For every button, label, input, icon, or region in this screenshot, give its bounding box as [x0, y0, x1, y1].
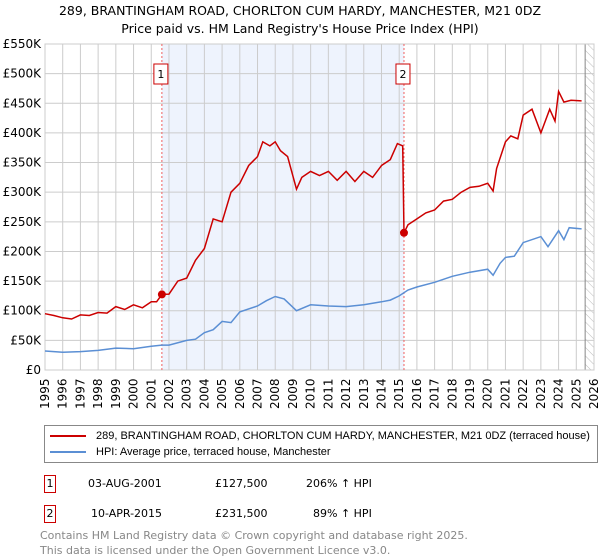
y-tick-label: £300K	[3, 185, 43, 199]
x-tick-label: 2025	[569, 378, 583, 409]
shaded-period	[161, 44, 404, 370]
x-tick-label: 2016	[410, 378, 424, 409]
y-tick-label: £450K	[3, 96, 43, 110]
hpi-line	[44, 226, 582, 353]
y-tick-label: £150K	[3, 274, 43, 288]
x-tick-label: 2009	[286, 378, 300, 409]
x-tick-label: 1997	[73, 378, 87, 409]
y-tick-label: £100K	[3, 304, 43, 318]
x-tick-label: 2006	[233, 378, 247, 409]
y-tick-label: £350K	[3, 156, 43, 170]
plot-border	[44, 43, 595, 371]
annotation-label: 2	[399, 68, 406, 81]
annotation-box	[153, 63, 169, 85]
x-tick-label: 2012	[339, 378, 353, 409]
legend-hpi: HPI: Average price, terraced house, Manc…	[96, 446, 331, 458]
price-chart: 1995 1996 1997 1998 1999 2000 2001 2002 2003 2004…	[3, 37, 600, 409]
footer-copyright: Contains HM Land Registry data © Crown c…	[40, 529, 468, 542]
x-tick-label: 2014	[374, 378, 388, 409]
x-tick-label: 2007	[251, 378, 265, 409]
x-tick-label: 2018	[445, 378, 459, 409]
chart-subtitle: Price paid vs. HM Land Registry's House …	[121, 21, 479, 36]
x-tick-label: 2013	[357, 378, 371, 409]
transaction-price: £127,500	[215, 477, 268, 490]
x-tick-label: 1995	[38, 378, 52, 409]
y-tick-label: £500K	[3, 67, 43, 81]
forecast-hatch	[585, 44, 594, 370]
transaction-date: 10-APR-2015	[91, 507, 163, 520]
annotation-box	[395, 63, 411, 85]
y-tick-label: £200K	[3, 244, 43, 258]
x-tick-label: 2021	[498, 378, 512, 409]
x-tick-label: 2011	[321, 378, 335, 409]
x-tick-label: 2024	[552, 378, 566, 409]
x-tick-label: 2026	[587, 378, 600, 409]
chart-title: 289, BRANTINGHAM ROAD, CHORLTON CUM HARD…	[58, 3, 542, 18]
x-tick-label: 2003	[180, 378, 194, 409]
y-tick-label: £50K	[10, 333, 42, 347]
x-tick-label: 2023	[534, 378, 548, 409]
footer-licence: This data is licensed under the Open Gov…	[40, 544, 391, 557]
x-tick-label: 2019	[463, 378, 477, 409]
transaction-hpi: 89% ↑ HPI	[313, 507, 372, 520]
x-tick-label: 2000	[127, 378, 141, 409]
x-tick-label: 2022	[516, 378, 530, 409]
transaction-date: 03-AUG-2001	[88, 477, 162, 490]
x-tick-label: 2017	[428, 378, 442, 409]
y-tick-label: £0	[26, 363, 41, 377]
x-tick-label: 1999	[109, 378, 123, 409]
x-tick-label: 2020	[481, 378, 495, 409]
legend: 289, BRANTINGHAM ROAD, CHORLTON CUM HARD…	[44, 425, 598, 463]
x-tick-label: 2002	[162, 378, 176, 409]
x-tick-label: 1998	[91, 378, 105, 409]
x-tick-label: 2004	[197, 378, 211, 409]
legend-property: 289, BRANTINGHAM ROAD, CHORLTON CUM HARD…	[96, 430, 590, 442]
x-tick-label: 2008	[268, 378, 282, 409]
x-tick-label: 1996	[56, 378, 70, 409]
y-tick-label: £550K	[3, 37, 43, 51]
y-tick-label: £400K	[3, 126, 43, 140]
legend-red-swatch	[50, 435, 86, 437]
marker-badge: 2	[44, 505, 56, 523]
transaction-hpi: 206% ↑ HPI	[306, 477, 372, 490]
x-tick-label: 2001	[144, 378, 158, 409]
annotation-label: 1	[157, 68, 164, 81]
x-tick-label: 2005	[215, 378, 229, 409]
sale-point	[399, 228, 408, 237]
legend-blue-swatch	[50, 451, 86, 453]
y-tick-label: £250K	[3, 215, 43, 229]
sale-point	[157, 290, 166, 299]
x-tick-label: 2010	[304, 378, 318, 409]
property-price-line	[44, 88, 582, 320]
x-tick-label: 2015	[392, 378, 406, 409]
marker-badge: 1	[44, 475, 56, 493]
transaction-price: £231,500	[215, 507, 268, 520]
